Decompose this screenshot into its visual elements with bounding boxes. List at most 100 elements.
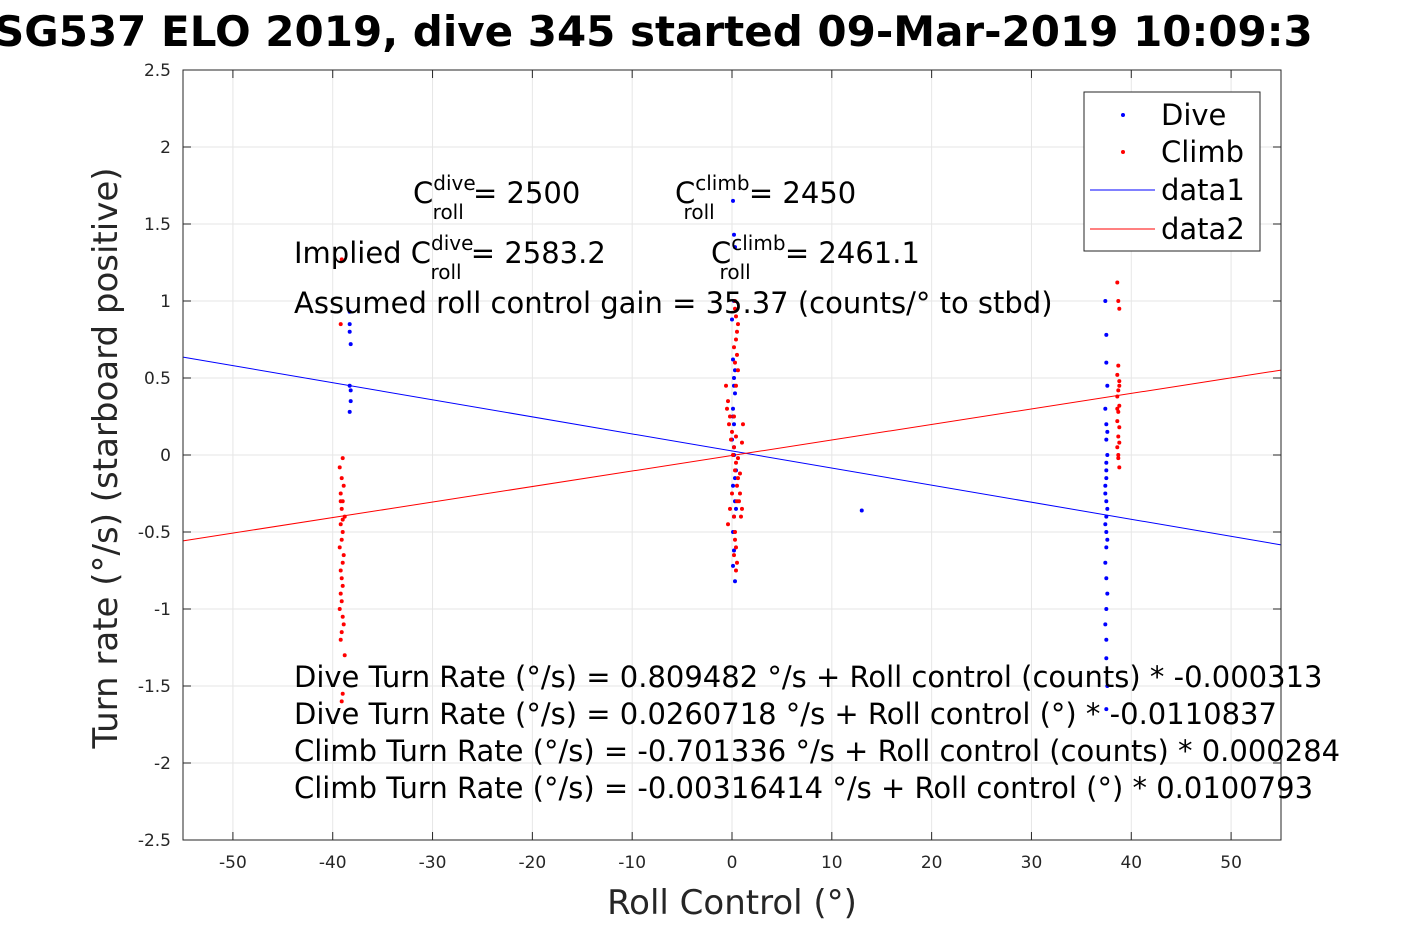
c-roll-climb-value: = 2450	[740, 176, 857, 210]
climb-point	[734, 499, 739, 504]
climb-point	[1115, 406, 1120, 411]
dive-point	[730, 483, 735, 488]
c-roll-climb-sub: roll	[684, 200, 715, 224]
dive-point	[1104, 476, 1109, 481]
dive-point	[1105, 591, 1110, 596]
climb-point	[340, 517, 345, 522]
x-tick-label: -50	[219, 853, 247, 873]
climb-point	[733, 568, 738, 573]
climb-point	[1117, 440, 1122, 445]
legend: Dive Climb data1 data2	[1083, 91, 1261, 252]
dive-point	[732, 391, 737, 396]
dive-point	[1104, 656, 1109, 661]
climb-point	[733, 337, 738, 342]
dive-point	[1104, 460, 1109, 465]
climb-point	[732, 468, 737, 473]
climb-point	[1117, 403, 1122, 408]
climb-point	[337, 465, 342, 470]
dive-point	[347, 383, 352, 388]
y-tick-label: -0.5	[138, 523, 171, 543]
dive-point	[731, 548, 736, 553]
climb-point	[339, 599, 344, 604]
y-tick-label: -1	[154, 600, 171, 620]
climb-point	[727, 422, 732, 427]
y-tick-label: 2	[160, 138, 171, 158]
implied-c-roll-climb-annotation: Cclimb roll = 2461.1	[711, 231, 920, 284]
dive-point	[731, 232, 736, 237]
data1-fit-line	[182, 356, 1282, 546]
dive-point	[1104, 514, 1109, 519]
climb-point	[1116, 363, 1121, 368]
climb-point	[726, 399, 731, 404]
climb-point	[340, 583, 345, 588]
c-roll-dive-letter: C	[413, 176, 433, 210]
climb-point	[1116, 456, 1121, 461]
dive-point	[732, 245, 737, 250]
dive-point	[732, 368, 737, 373]
climb-point	[1116, 388, 1121, 393]
x-tick-label: 50	[1220, 853, 1242, 873]
dive-point	[1104, 637, 1109, 642]
climb-point	[1115, 419, 1120, 424]
climb-counts-equation: Climb Turn Rate (°/s) = -0.701336 °/s + …	[294, 734, 1340, 768]
x-tick-label: -10	[618, 853, 646, 873]
climb-point	[1116, 409, 1121, 414]
climb-point	[731, 345, 736, 350]
dive-point	[1103, 560, 1108, 565]
c-roll-climb-sup: climb	[695, 171, 749, 195]
legend-dive-label: Dive	[1161, 98, 1226, 132]
implied-climb-sup: climb	[731, 231, 785, 255]
implied-climb-value: = 2461.1	[776, 236, 920, 270]
climb-point	[338, 637, 343, 642]
dive-point	[1103, 483, 1108, 488]
climb-point	[338, 499, 343, 504]
x-tick-label: 0	[727, 853, 738, 873]
dive-point	[1104, 422, 1109, 427]
dive-point	[1104, 707, 1109, 712]
climb-point	[735, 476, 740, 481]
climb-point	[739, 506, 744, 511]
climb-point	[732, 537, 737, 542]
climb-point	[341, 483, 346, 488]
climb-point	[339, 537, 344, 542]
climb-point	[738, 514, 743, 519]
implied-label: Implied C	[294, 236, 431, 270]
climb-point	[731, 445, 736, 450]
c-roll-dive-sub: roll	[433, 200, 464, 224]
dive-point	[1104, 530, 1109, 534]
climb-point	[340, 614, 345, 619]
implied-dive-sub: roll	[430, 260, 461, 284]
climb-point	[740, 422, 745, 427]
dive-point	[1104, 576, 1109, 581]
y-tick-label: -2	[154, 754, 171, 774]
x-tick-label: -20	[518, 853, 546, 873]
dive-point	[731, 376, 736, 380]
legend-data2-label: data2	[1161, 212, 1245, 246]
climb-point	[337, 545, 342, 550]
x-tick-label: 40	[1120, 853, 1142, 873]
climb-point	[728, 414, 733, 419]
dive-point	[730, 198, 735, 203]
dive-point	[1104, 360, 1109, 365]
dive-point	[730, 406, 735, 411]
y-tick-label: 1	[160, 292, 171, 312]
climb-point	[338, 322, 343, 327]
c-roll-dive-value: = 2500	[464, 176, 581, 210]
dive-counts-equation: Dive Turn Rate (°/s) = 0.809482 °/s + Ro…	[294, 660, 1322, 694]
climb-point	[1115, 280, 1120, 285]
climb-point	[739, 440, 744, 445]
climb-point	[732, 360, 737, 365]
climb-point	[734, 329, 739, 334]
chart-title: SG537 ELO 2019, dive 345 started 09-Mar-…	[0, 7, 1313, 56]
y-tick-label: 0.5	[144, 369, 171, 389]
legend-climb-label: Climb	[1161, 135, 1244, 169]
y-tick-label: 1.5	[144, 215, 171, 235]
dive-point	[1105, 453, 1110, 457]
y-tick-label: 0	[160, 446, 171, 466]
dive-point	[1105, 429, 1110, 434]
x-tick-label: 20	[921, 853, 943, 873]
climb-point	[337, 607, 342, 611]
c-roll-climb-letter: C	[675, 176, 695, 210]
c-roll-dive-sup: dive	[433, 171, 475, 195]
